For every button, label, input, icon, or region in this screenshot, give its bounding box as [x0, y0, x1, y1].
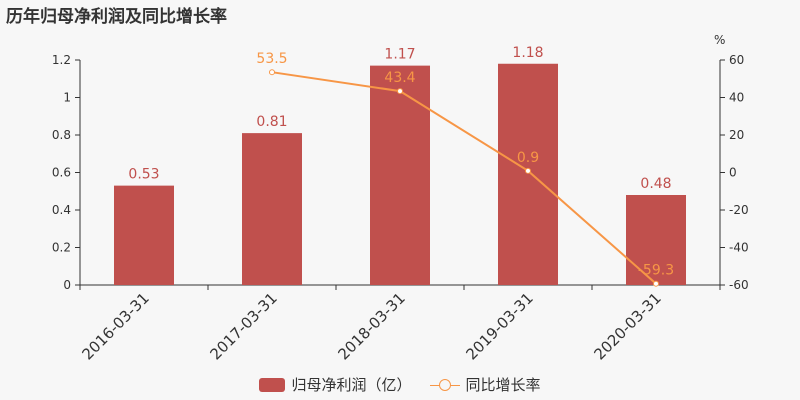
legend-item-profit[interactable]: 归母净利润（亿） [259, 374, 412, 395]
bar [242, 133, 302, 285]
growth-data-label: -59.3 [638, 263, 674, 279]
y-left-tick-label: 0.2 [52, 241, 71, 255]
y-right-tick-label: 20 [729, 128, 744, 142]
bar-data-label: 1.18 [512, 45, 543, 61]
bar [498, 63, 558, 285]
growth-point [397, 88, 403, 95]
growth-data-label: 43.4 [384, 70, 415, 86]
legend-bar-swatch [259, 377, 286, 392]
x-tick-label: 2019-03-31 [462, 289, 536, 363]
y-left-tick-label: 0.4 [52, 203, 71, 217]
growth-data-label: 0.9 [517, 150, 539, 166]
y-right-tick-label: -20 [729, 203, 749, 217]
y-right-tick-label: -40 [729, 241, 749, 255]
y-left-tick-label: 1 [63, 91, 71, 105]
y-left-tick-label: 0 [63, 278, 71, 292]
growth-point [525, 167, 531, 174]
y-left-tick-label: 0.8 [52, 128, 71, 142]
legend-line-swatch [429, 378, 460, 392]
x-tick-label: 2016-03-31 [78, 289, 152, 363]
y-left-tick-label: 0.6 [52, 166, 71, 180]
y-right-tick-label: -60 [729, 278, 749, 292]
legend: 归母净利润（亿） 同比增长率 [0, 374, 800, 395]
growth-line [271, 71, 657, 285]
growth-data-label: 53.5 [256, 51, 287, 67]
y-right-unit-label: % [714, 33, 725, 47]
y-right-tick-label: 40 [729, 91, 744, 105]
chart-title: 历年归母净利润及同比增长率 [6, 7, 227, 27]
legend-label-growth: 同比增长率 [465, 376, 541, 394]
y-right-tick-label: 0 [729, 166, 737, 180]
bar-data-label: 0.48 [640, 176, 671, 192]
x-tick-label: 2020-03-31 [590, 289, 664, 363]
bar [114, 185, 174, 285]
y-right-tick-label: 60 [729, 53, 744, 67]
bar [370, 65, 430, 285]
x-tick-label: 2017-03-31 [206, 289, 280, 363]
x-tick-label: 2018-03-31 [334, 289, 408, 363]
legend-item-growth[interactable]: 同比增长率 [429, 374, 541, 395]
growth-point [269, 69, 275, 76]
growth-point [653, 280, 659, 287]
bar-data-label: 0.53 [128, 167, 159, 183]
y-left-tick-label: 1.2 [52, 53, 71, 67]
bar [626, 195, 686, 285]
legend-label-profit: 归母净利润（亿） [291, 376, 412, 394]
bar-data-label: 1.17 [384, 47, 415, 63]
bar-data-label: 0.81 [256, 114, 287, 130]
